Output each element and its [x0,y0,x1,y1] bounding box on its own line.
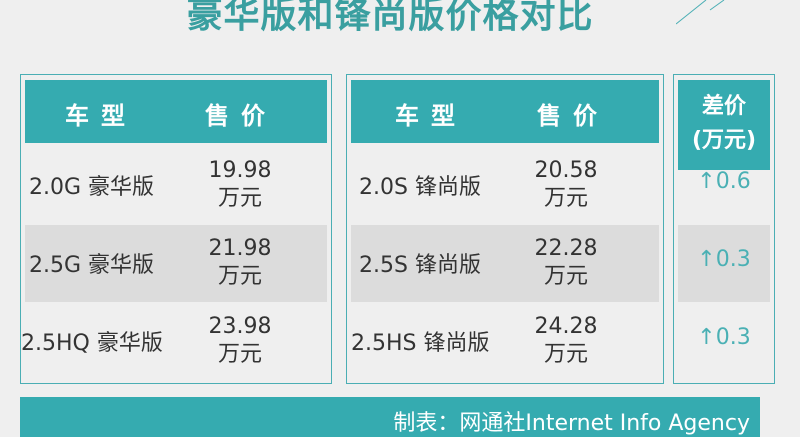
model-name: 2.5HS 锋尚版 [351,331,490,356]
price: 19.98 万元 [208,158,272,211]
luxury-header: 车型 售价 [25,80,327,143]
model-name: 2.0G 豪华版 [29,175,155,200]
table-row: 2.5HS 锋尚版 24.28 万元 [351,303,659,380]
price: 24.28 万元 [534,314,598,367]
fashion-header: 车型 售价 [351,80,659,143]
difference-panel: 差价 (万元) ↑0.6 ↑0.3 ↑0.3 [673,74,775,384]
table-row: 2.0S 锋尚版 20.58 万元 [351,147,659,224]
table-row: 2.0G 豪华版 19.98 万元 [25,147,327,224]
decorative-lines [676,0,725,25]
difference-row: ↑0.6 [678,147,770,224]
footer-credit: 制表：网通社Internet Info Agency [20,397,760,437]
page-title: 豪华版和锋尚版价格对比 [186,0,594,36]
header-price: 售价 [205,102,277,130]
price: 22.28 万元 [534,236,598,289]
table-row: 2.5G 豪华版 21.98 万元 [25,225,327,302]
table-row: 2.5HQ 豪华版 23.98 万元 [21,303,327,380]
fashion-panel: 车型 售价 2.0S 锋尚版 20.58 万元 2.5S 锋尚版 22.28 万元 … [346,74,664,384]
model-name: 2.5S 锋尚版 [359,253,481,278]
difference-row: ↑0.3 [678,303,770,380]
difference-value: ↑0.3 [697,247,751,272]
header-model: 车型 [65,102,137,130]
model-name: 2.5HQ 豪华版 [21,331,163,356]
header-price: 售价 [537,102,609,130]
price: 21.98 万元 [208,236,272,289]
difference-header: 差价 (万元) [678,80,770,170]
price: 20.58 万元 [534,158,598,211]
price: 23.98 万元 [208,314,272,367]
model-name: 2.0S 锋尚版 [359,175,481,200]
luxury-panel: 车型 售价 2.0G 豪华版 19.98 万元 2.5G 豪华版 21.98 万元 … [20,74,332,384]
model-name: 2.5G 豪华版 [29,253,155,278]
table-row: 2.5S 锋尚版 22.28 万元 [351,225,659,302]
difference-value: ↑0.3 [697,325,751,350]
header-model: 车型 [395,102,467,130]
difference-row: ↑0.3 [678,225,770,302]
difference-value: ↑0.6 [697,169,751,194]
